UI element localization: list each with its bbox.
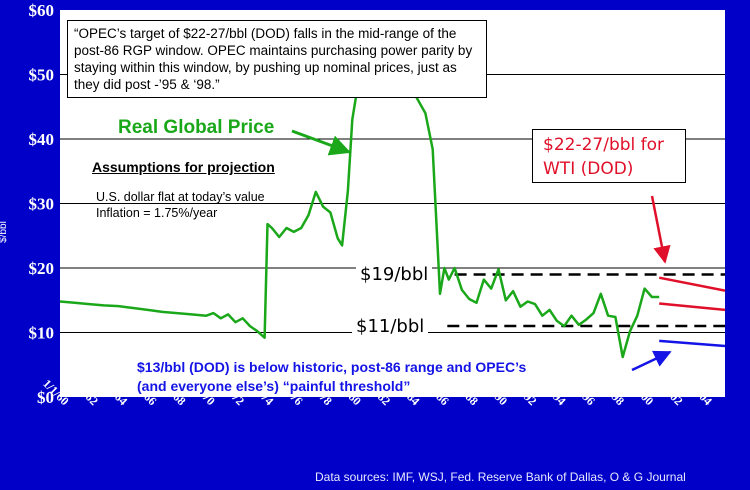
target-range-line-1: $22-27/bbl for [543, 135, 665, 155]
y-tick-label: $50 [29, 66, 55, 85]
below-range-note-2: (and everyone else’s) “painful threshold… [137, 378, 411, 394]
data-source: Data sources: IMF, WSJ, Fed. Reserve Ban… [315, 470, 686, 484]
y-tick-label: $20 [29, 259, 55, 278]
y-tick-label: $60 [29, 1, 55, 20]
level-19-label: $19/bbl [356, 264, 433, 285]
below-range-note-1: $13/bbl (DOD) is below historic, post-86… [137, 359, 527, 375]
red-arrow [650, 195, 671, 264]
y-tick-label: $30 [29, 195, 55, 214]
target-range-line-2: WTI (DOD) [543, 159, 634, 179]
y-tick-label: $40 [29, 130, 55, 149]
y-tick-label: $0 [37, 388, 54, 407]
series-line [659, 302, 726, 312]
series-line [658, 276, 726, 292]
assumptions-title: Assumptions for projection [92, 159, 275, 175]
y-axis-label: $/bbl [0, 221, 9, 243]
assumption-dollar: U.S. dollar flat at today’s value [96, 190, 265, 204]
blue-arrow [631, 350, 672, 372]
target-range-box: $22-27/bbl for WTI (DOD) [532, 129, 686, 183]
y-tick-label: $10 [29, 324, 55, 343]
y-axis-ticks: $0 $10 $20 $30 $40 $50 $60 [29, 1, 55, 407]
assumption-inflation: Inflation = 1.75%/year [96, 206, 218, 220]
level-11-label: $11/bbl [352, 316, 429, 337]
series-line [659, 339, 726, 348]
green-arrow [291, 129, 351, 156]
real-price-label: Real Global Price [118, 117, 275, 138]
opec-quote-box: “OPEC’s target of $22-27/bbl (DOD) falls… [67, 20, 487, 98]
